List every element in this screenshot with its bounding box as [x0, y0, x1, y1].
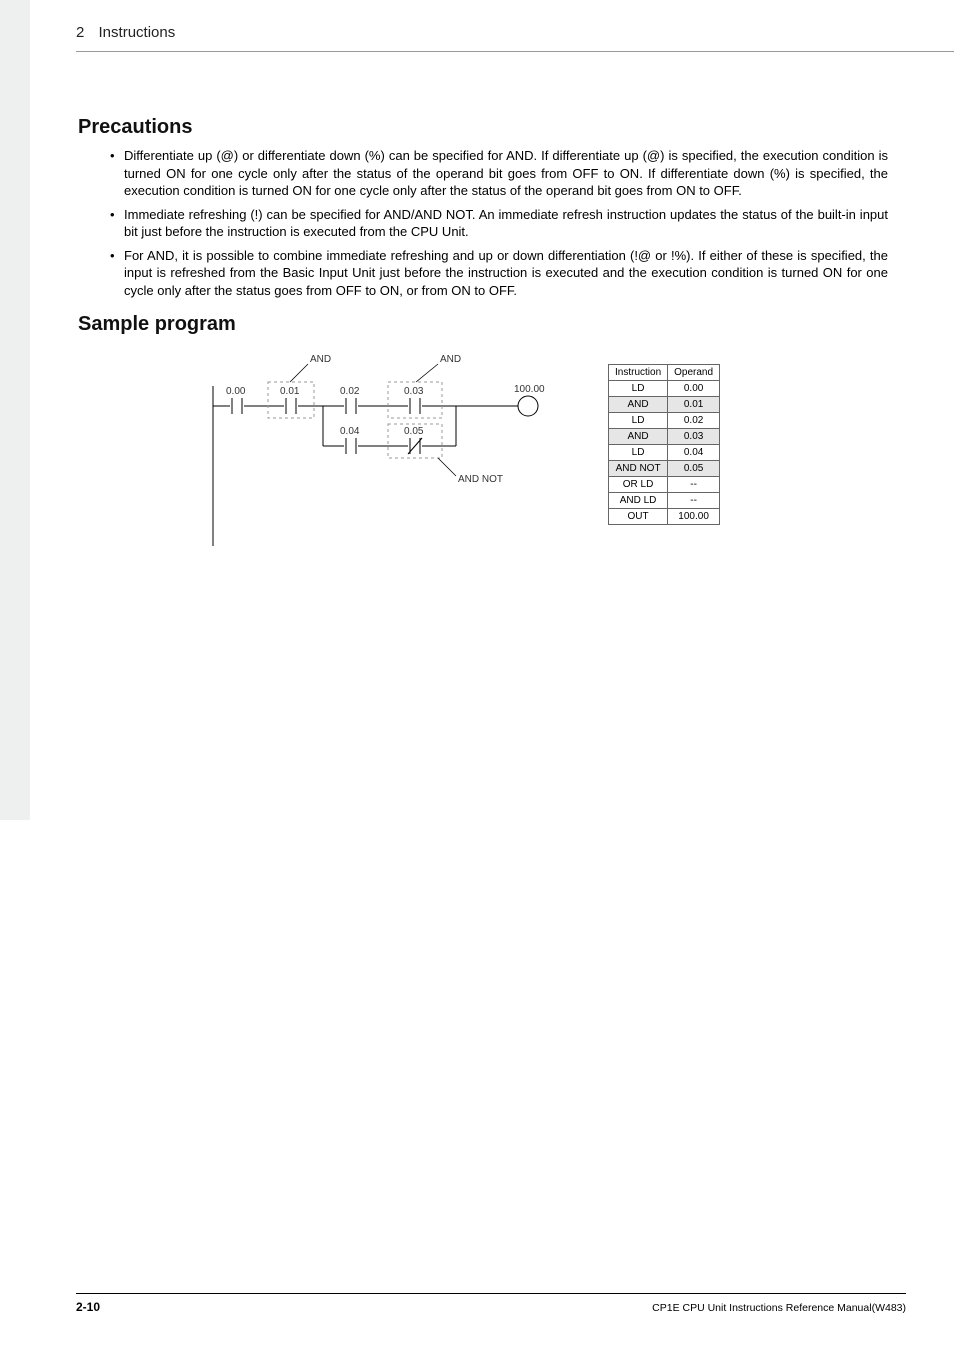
page-number: 2-10 — [76, 1300, 100, 1314]
table-row: LD0.04 — [609, 445, 720, 461]
col-operand: Operand — [668, 365, 720, 381]
precaution-item: For AND, it is possible to combine immed… — [124, 247, 888, 300]
table-row: AND LD-- — [609, 493, 720, 509]
nc-contact-icon — [408, 438, 422, 454]
chapter-title: Instructions — [99, 24, 176, 41]
instruction-table: Instruction Operand LD0.00 AND0.01 LD0.0… — [608, 364, 720, 525]
contact-label: 0.03 — [404, 386, 424, 397]
chapter-number: 2 — [76, 24, 94, 41]
and-label: AND — [440, 354, 461, 365]
contact-label: 0.00 — [226, 386, 246, 397]
sample-program-area: 0.00 0.01 AND 0.02 — [78, 346, 858, 586]
col-instruction: Instruction — [609, 365, 668, 381]
page-content: Precautions Differentiate up (@) or diff… — [78, 116, 888, 586]
contact-icon — [284, 398, 298, 414]
precautions-list: Differentiate up (@) or differentiate do… — [78, 147, 888, 299]
table-row: LD0.00 — [609, 381, 720, 397]
table-row: AND0.01 — [609, 397, 720, 413]
manual-title: CP1E CPU Unit Instructions Reference Man… — [652, 1302, 906, 1314]
ladder-diagram: 0.00 0.01 AND 0.02 — [208, 346, 588, 566]
contact-icon — [408, 398, 422, 414]
andnot-label: AND NOT — [458, 474, 503, 485]
table-row: OUT100.00 — [609, 509, 720, 525]
page-header: 2 Instructions — [76, 24, 954, 52]
page-footer: 2-10 CP1E CPU Unit Instructions Referenc… — [76, 1293, 906, 1314]
contact-label: 0.04 — [340, 426, 360, 437]
contact-icon — [344, 438, 358, 454]
table-header-row: Instruction Operand — [609, 365, 720, 381]
contact-label: 0.05 — [404, 426, 424, 437]
and-label: AND — [310, 354, 331, 365]
table-row: AND0.03 — [609, 429, 720, 445]
table-row: AND NOT0.05 — [609, 461, 720, 477]
precaution-item: Differentiate up (@) or differentiate do… — [124, 147, 888, 200]
contact-label: 0.02 — [340, 386, 360, 397]
contact-icon — [230, 398, 244, 414]
precautions-heading: Precautions — [78, 116, 888, 139]
sample-program-heading: Sample program — [78, 313, 888, 336]
side-stripe — [0, 0, 30, 820]
coil-label: 100.00 — [514, 384, 545, 395]
table-row: LD0.02 — [609, 413, 720, 429]
precaution-item: Immediate refreshing (!) can be specifie… — [124, 206, 888, 241]
contact-icon — [344, 398, 358, 414]
contact-label: 0.01 — [280, 386, 300, 397]
table-row: OR LD-- — [609, 477, 720, 493]
